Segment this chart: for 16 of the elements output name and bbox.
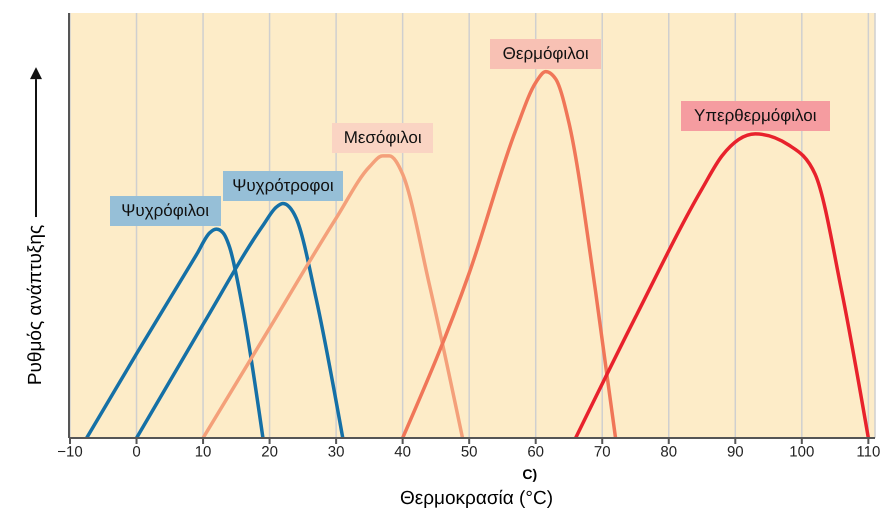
x-tick-label: 90 [726,444,744,461]
x-tick-label: 80 [660,444,678,461]
text: C) [522,466,538,482]
x-tick-label: 110 [856,444,880,461]
x-tick-label: 40 [394,444,411,461]
x-tick-label: 50 [460,444,478,461]
x-tick-label: 30 [328,444,344,461]
x-tick-label: 60 [527,444,544,461]
x-tick-label: 10 [194,444,212,461]
x-tick-label: 0 [132,444,141,461]
x-tick-label: 70 [594,444,611,461]
x-axis-title: Θερμοκρασία (°C) [398,488,554,510]
x-tick-label: 100 [789,444,814,461]
y-axis-title: Ρυθμός ανάπτυξης [25,224,47,385]
x-tick-label: −10 [57,444,83,461]
x-tick-label: 20 [261,444,278,461]
